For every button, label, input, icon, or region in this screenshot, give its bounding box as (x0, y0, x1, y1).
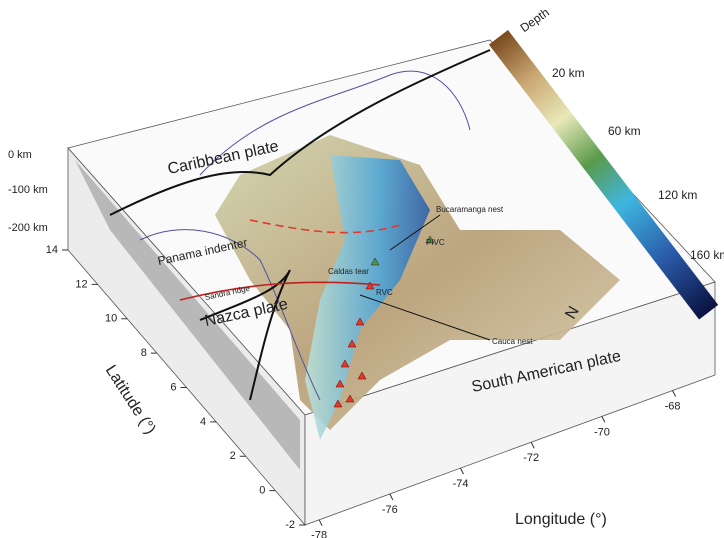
feature-label: PIVC (426, 238, 445, 247)
latitude-tick-label: -2 (285, 519, 295, 531)
longitude-tick-label: -72 (523, 452, 539, 464)
tick (319, 520, 322, 526)
longitude-tick-label: -76 (382, 504, 398, 516)
tick (602, 416, 605, 422)
latitude-tick-label: 12 (75, 278, 87, 290)
feature-label: Cauca nest (492, 337, 533, 346)
feature-label: RVC (376, 288, 393, 297)
latitude-tick-label: 14 (46, 244, 58, 256)
longitude-label: Longitude (°) (515, 511, 607, 528)
depth-label: -200 km (8, 222, 48, 234)
depth-label: 0 km (8, 149, 32, 161)
colorbar-title: Depth (518, 5, 552, 35)
latitude-tick-label: 0 (259, 485, 265, 497)
longitude-tick-label: -74 (453, 478, 469, 490)
figure: Depth 20 km 60 km 120 km 160 km 0 km -10… (0, 0, 724, 538)
longitude-tick-label: -70 (594, 426, 610, 438)
feature-label: Bucaramanga nest (436, 205, 504, 214)
colorbar-label: 120 km (658, 188, 697, 202)
latitude-tick-label: 10 (105, 313, 117, 325)
depth-label: -100 km (8, 184, 48, 196)
colorbar-label: 20 km (552, 66, 585, 80)
tick (673, 391, 676, 397)
colorbar-label: 60 km (608, 124, 641, 138)
longitude-tick-label: -68 (665, 400, 681, 412)
latitude-tick-label: 8 (141, 347, 147, 359)
latitude-tick-label: 2 (230, 450, 236, 462)
latitude-label: Latitude (°) (102, 362, 159, 437)
longitude-tick-label: -78 (311, 530, 327, 538)
tick (531, 442, 534, 448)
latitude-tick-label: 6 (170, 381, 176, 393)
tick (390, 494, 393, 500)
colorbar-label: 160 km (690, 248, 724, 262)
tick (461, 468, 464, 474)
feature-label: Caldas tear (328, 267, 369, 276)
latitude-tick-label: 4 (200, 416, 206, 428)
